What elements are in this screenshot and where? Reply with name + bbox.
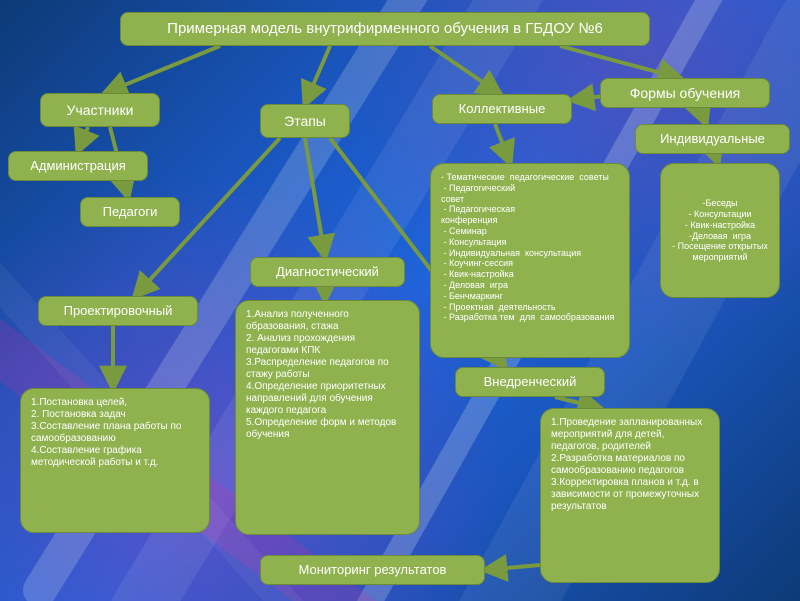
participants-text: Участники: [67, 102, 134, 119]
stages-text: Этапы: [284, 113, 326, 130]
participants-node: Участники: [40, 93, 160, 127]
stages-node: Этапы: [260, 104, 350, 138]
arrow-participants-to-admin: [78, 127, 88, 151]
arrow-impl_list-to-monitoring: [485, 565, 540, 570]
arrow-stages-to-diagnostic: [305, 138, 325, 257]
arrow-individual-to-indiv_list: [715, 154, 718, 163]
teachers-text: Педагоги: [103, 204, 158, 220]
title-text: Примерная модель внутрифирменного обучен…: [167, 20, 603, 38]
implementation-node: Внедренческий: [455, 367, 605, 397]
monitoring-text: Мониторинг результатов: [299, 562, 447, 578]
diagnostic-list-node: 1.Анализ полученного образования, стажа …: [235, 300, 420, 535]
title-node: Примерная модель внутрифирменного обучен…: [120, 12, 650, 46]
design-list-node: 1.Постановка целей, 2. Постановка задач …: [20, 388, 210, 533]
individual-list-node: -Беседы - Консультации - Квик-настройка …: [660, 163, 780, 298]
forms-text: Формы обучения: [630, 85, 741, 102]
monitoring-node: Мониторинг результатов: [260, 555, 485, 585]
individual-text: Индивидуальные: [660, 131, 765, 147]
individual-node: Индивидуальные: [635, 124, 790, 154]
arrow-title-to-stages: [305, 46, 330, 104]
collective-list-node: - Тематические педагогические советы - П…: [430, 163, 630, 358]
arrow-title-to-participants: [105, 46, 220, 93]
teachers-node: Педагоги: [80, 197, 180, 227]
administration-text: Администрация: [30, 158, 126, 174]
implementation-text: Внедренческий: [484, 374, 577, 390]
implementation-list-node: 1.Проведение запланированных мероприятий…: [540, 408, 720, 583]
diagnostic-text: Диагностический: [276, 264, 379, 280]
collective-text: Коллективные: [459, 101, 546, 117]
arrow-title-to-collective: [430, 46, 500, 94]
design-node: Проектировочный: [38, 296, 198, 326]
arrow-implement-to-impl_list: [555, 397, 600, 408]
collective-node: Коллективные: [432, 94, 572, 124]
administration-node: Администрация: [8, 151, 148, 181]
diagnostic-node: Диагностический: [250, 257, 405, 287]
arrow-forms-to-individual: [700, 108, 706, 124]
arrow-collective-to-coll_list: [495, 124, 510, 163]
design-text: Проектировочный: [64, 303, 173, 319]
arrow-title-to-forms: [560, 46, 680, 78]
forms-node: Формы обучения: [600, 78, 770, 108]
